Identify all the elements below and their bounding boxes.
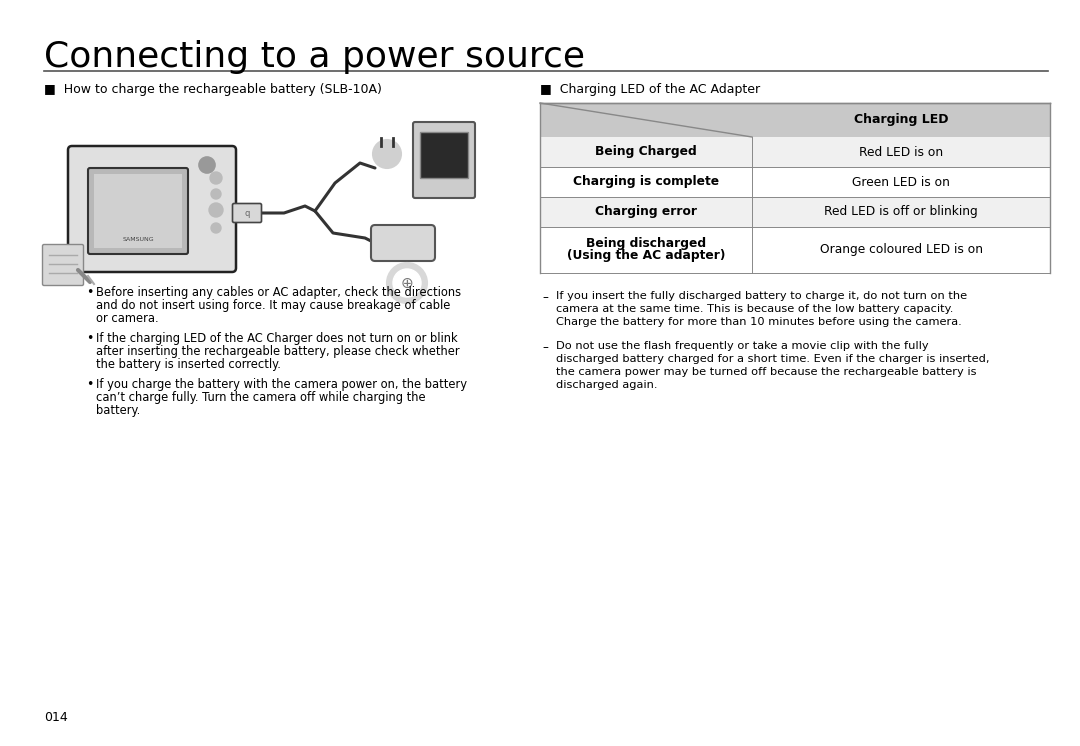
Text: •: • — [86, 286, 93, 299]
Text: –: – — [542, 291, 548, 304]
Circle shape — [387, 263, 427, 303]
Text: the battery is inserted correctly.: the battery is inserted correctly. — [96, 358, 281, 371]
Circle shape — [210, 203, 222, 217]
Text: 014: 014 — [44, 711, 68, 724]
Text: can’t charge fully. Turn the camera off while charging the: can’t charge fully. Turn the camera off … — [96, 391, 426, 404]
Text: q: q — [244, 208, 249, 218]
Text: •: • — [86, 378, 93, 391]
FancyBboxPatch shape — [540, 197, 1050, 227]
FancyBboxPatch shape — [232, 204, 261, 222]
Text: •: • — [86, 332, 93, 345]
Circle shape — [211, 189, 221, 199]
Text: Charging error: Charging error — [595, 205, 697, 219]
Text: SAMSUNG: SAMSUNG — [122, 237, 153, 242]
Text: discharged battery charged for a short time. Even if the charger is inserted,: discharged battery charged for a short t… — [556, 354, 989, 364]
FancyBboxPatch shape — [540, 103, 1050, 137]
FancyBboxPatch shape — [68, 146, 237, 272]
Text: Charging is complete: Charging is complete — [572, 175, 719, 189]
Text: and do not insert using force. It may cause breakage of cable: and do not insert using force. It may ca… — [96, 299, 450, 312]
Text: Orange coloured LED is on: Orange coloured LED is on — [820, 243, 983, 257]
Text: Being discharged: Being discharged — [586, 237, 706, 251]
FancyBboxPatch shape — [540, 137, 1050, 167]
Text: ⊕: ⊕ — [401, 275, 414, 290]
Circle shape — [373, 140, 401, 168]
Text: Green LED is on: Green LED is on — [852, 175, 950, 189]
Text: Before inserting any cables or AC adapter, check the directions: Before inserting any cables or AC adapte… — [96, 286, 461, 299]
FancyBboxPatch shape — [94, 174, 183, 248]
Text: Being Charged: Being Charged — [595, 145, 697, 158]
Text: discharged again.: discharged again. — [556, 380, 658, 390]
Circle shape — [199, 157, 215, 173]
Circle shape — [393, 269, 421, 297]
Text: the camera power may be turned off because the rechargeable battery is: the camera power may be turned off becau… — [556, 367, 976, 377]
Text: Charging LED: Charging LED — [854, 113, 948, 127]
Text: If you insert the fully discharged battery to charge it, do not turn on the: If you insert the fully discharged batte… — [556, 291, 967, 301]
FancyBboxPatch shape — [413, 122, 475, 198]
Text: –: – — [542, 341, 548, 354]
FancyBboxPatch shape — [87, 168, 188, 254]
FancyBboxPatch shape — [420, 132, 468, 178]
Text: If the charging LED of the AC Charger does not turn on or blink: If the charging LED of the AC Charger do… — [96, 332, 458, 345]
FancyBboxPatch shape — [540, 227, 1050, 273]
Text: after inserting the rechargeable battery, please check whether: after inserting the rechargeable battery… — [96, 345, 460, 358]
Text: or camera.: or camera. — [96, 312, 159, 325]
Text: battery.: battery. — [96, 404, 140, 417]
FancyBboxPatch shape — [540, 167, 1050, 197]
FancyBboxPatch shape — [372, 225, 435, 261]
Text: If you charge the battery with the camera power on, the battery: If you charge the battery with the camer… — [96, 378, 467, 391]
Circle shape — [211, 223, 221, 233]
Text: Red LED is on: Red LED is on — [859, 145, 943, 158]
FancyBboxPatch shape — [42, 245, 83, 286]
Circle shape — [210, 172, 222, 184]
Text: ■  Charging LED of the AC Adapter: ■ Charging LED of the AC Adapter — [540, 83, 760, 96]
Text: Do not use the flash frequently or take a movie clip with the fully: Do not use the flash frequently or take … — [556, 341, 929, 351]
Text: camera at the same time. This is because of the low battery capacity.: camera at the same time. This is because… — [556, 304, 954, 314]
Text: Charge the battery for more than 10 minutes before using the camera.: Charge the battery for more than 10 minu… — [556, 317, 962, 327]
Text: (Using the AC adapter): (Using the AC adapter) — [567, 249, 725, 263]
Text: ■  How to charge the rechargeable battery (SLB-10A): ■ How to charge the rechargeable battery… — [44, 83, 382, 96]
Text: Red LED is off or blinking: Red LED is off or blinking — [824, 205, 977, 219]
Text: Connecting to a power source: Connecting to a power source — [44, 40, 585, 74]
